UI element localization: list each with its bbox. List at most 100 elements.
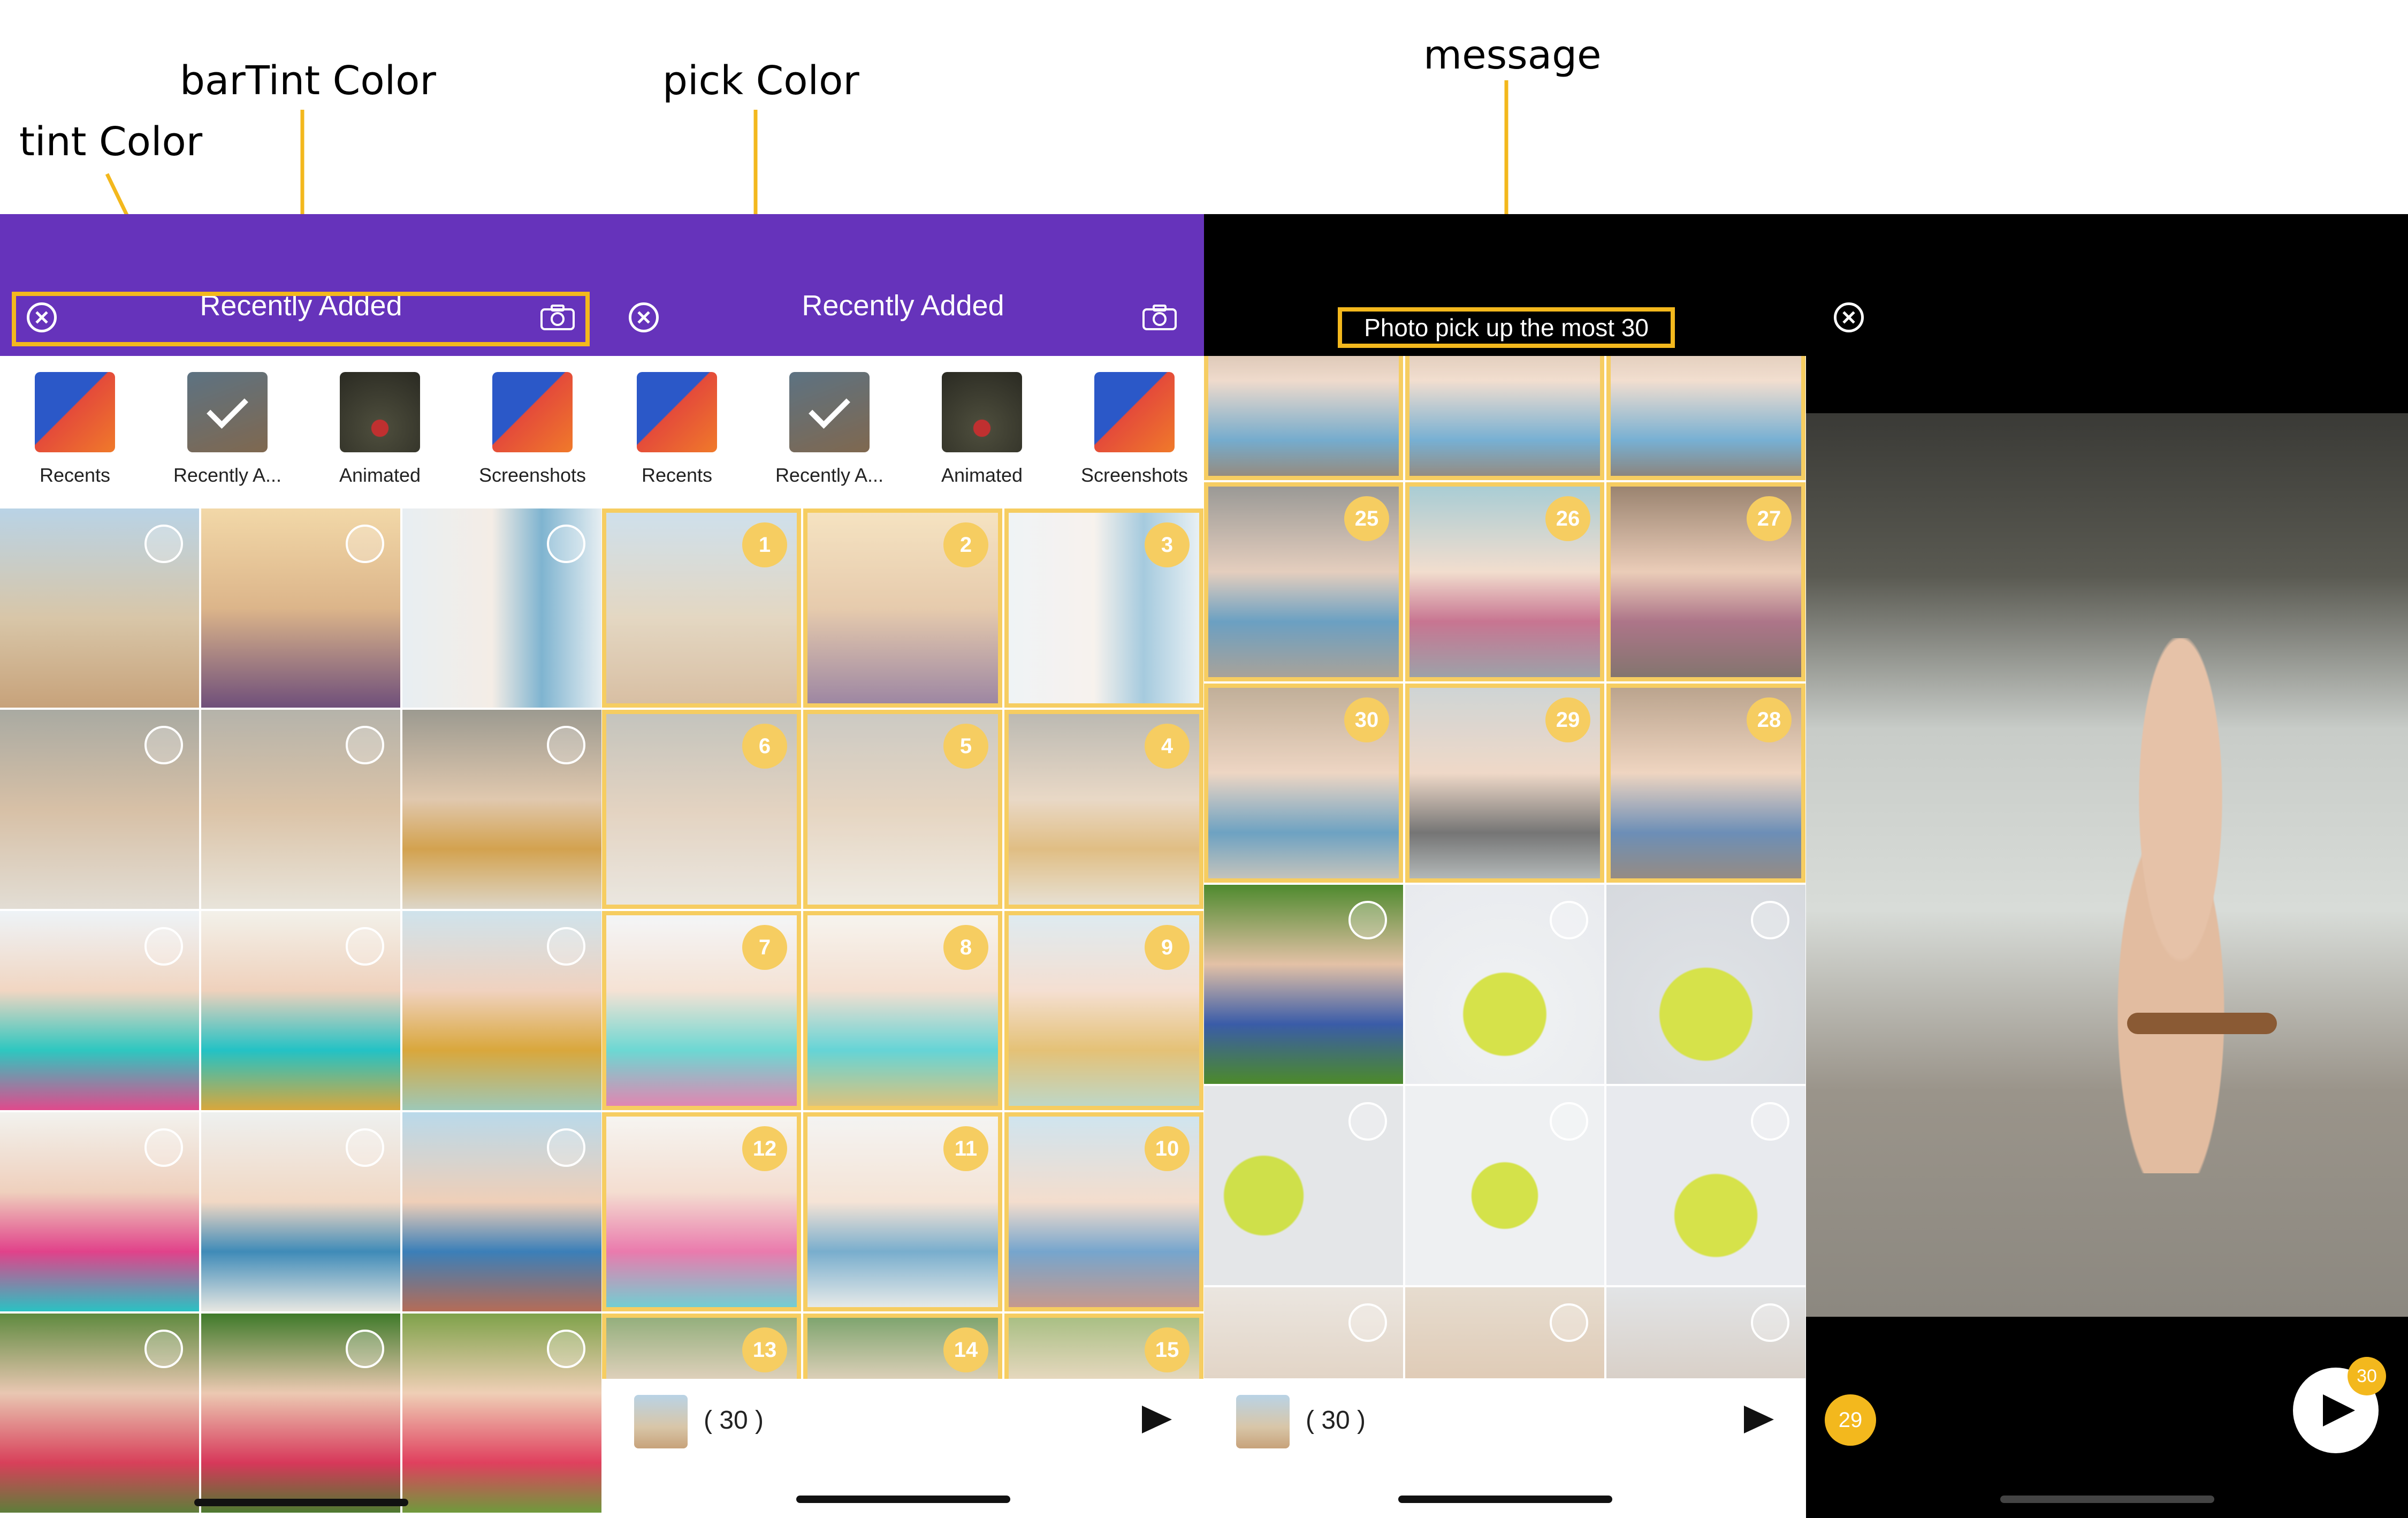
album-recents[interactable]: Recents: [16, 372, 134, 487]
photo-cell[interactable]: [1606, 1086, 1805, 1285]
photo-cell[interactable]: [402, 508, 601, 708]
select-circle-icon[interactable]: [1348, 901, 1387, 939]
close-icon[interactable]: [1834, 302, 1864, 332]
select-circle-icon[interactable]: [346, 525, 384, 563]
photo-cell[interactable]: [1606, 1287, 1805, 1378]
photo-cell[interactable]: 12: [602, 1112, 801, 1311]
photo-cell[interactable]: 3: [1004, 508, 1203, 708]
photo-cell[interactable]: 26: [1405, 482, 1604, 681]
photo-cell[interactable]: [0, 710, 199, 909]
photo-cell[interactable]: [201, 710, 400, 909]
photo-cell[interactable]: [1405, 1086, 1604, 1285]
photo-cell[interactable]: [201, 1314, 400, 1513]
selection-badge[interactable]: 6: [742, 724, 787, 769]
selection-badge[interactable]: 8: [943, 925, 988, 970]
selection-badge[interactable]: 26: [1545, 496, 1590, 541]
photo-cell[interactable]: [201, 1112, 400, 1311]
select-circle-icon[interactable]: [547, 726, 585, 764]
photo-cell[interactable]: [402, 911, 601, 1110]
select-circle-icon[interactable]: [144, 525, 183, 563]
selection-badge[interactable]: 29: [1545, 697, 1590, 742]
photo-cell[interactable]: [0, 911, 199, 1110]
photo-cell[interactable]: 9: [1004, 911, 1203, 1110]
send-button[interactable]: 30: [2293, 1357, 2386, 1453]
send-icon[interactable]: [1744, 1406, 1774, 1433]
selection-badge[interactable]: 15: [1145, 1327, 1190, 1372]
camera-icon[interactable]: [1142, 304, 1177, 331]
photo-cell[interactable]: 10: [1004, 1112, 1203, 1311]
photo-cell[interactable]: [1606, 356, 1805, 480]
album-recently-added[interactable]: Recently A...: [169, 372, 286, 487]
photo-cell[interactable]: 6: [602, 710, 801, 909]
photo-cell[interactable]: [1204, 1086, 1403, 1285]
nav-title[interactable]: Recently Added: [802, 290, 1004, 322]
select-circle-icon[interactable]: [1751, 901, 1789, 939]
select-circle-icon[interactable]: [144, 927, 183, 966]
select-circle-icon[interactable]: [346, 1330, 384, 1368]
selection-badge[interactable]: 25: [1344, 496, 1389, 541]
album-recently-added[interactable]: Recently A...: [771, 372, 888, 487]
photo-cell[interactable]: [1405, 885, 1604, 1084]
close-icon[interactable]: [27, 302, 57, 332]
photo-cell[interactable]: 8: [803, 911, 1002, 1110]
photo-cell[interactable]: 11: [803, 1112, 1002, 1311]
photo-cell[interactable]: [1606, 885, 1805, 1084]
photo-cell[interactable]: [1405, 356, 1604, 480]
photo-cell[interactable]: [201, 508, 400, 708]
select-circle-icon[interactable]: [1550, 1102, 1588, 1141]
selection-badge[interactable]: 9: [1145, 925, 1190, 970]
photo-cell[interactable]: [1204, 1287, 1403, 1378]
select-circle-icon[interactable]: [144, 1330, 183, 1368]
photo-cell[interactable]: [1204, 356, 1403, 480]
selection-badge[interactable]: 27: [1747, 496, 1792, 541]
photo-cell[interactable]: [402, 710, 601, 909]
selection-badge[interactable]: 11: [943, 1126, 988, 1171]
photo-cell[interactable]: 7: [602, 911, 801, 1110]
photo-cell[interactable]: 1: [602, 508, 801, 708]
selection-badge[interactable]: 30: [1344, 697, 1389, 742]
photo-cell[interactable]: 28: [1606, 684, 1805, 883]
album-animated[interactable]: Animated: [923, 372, 1041, 487]
select-circle-icon[interactable]: [547, 1128, 585, 1167]
photo-cell[interactable]: [0, 1314, 199, 1513]
selection-badge[interactable]: 4: [1145, 724, 1190, 769]
selection-badge[interactable]: 28: [1747, 697, 1792, 742]
select-circle-icon[interactable]: [1348, 1303, 1387, 1342]
selection-badge[interactable]: 14: [943, 1327, 988, 1372]
select-circle-icon[interactable]: [144, 1128, 183, 1167]
selection-badge[interactable]: 2: [943, 522, 988, 567]
photo-cell[interactable]: 14: [803, 1314, 1002, 1386]
close-icon[interactable]: [629, 302, 659, 332]
photo-cell[interactable]: 29: [1405, 684, 1604, 883]
photo-cell[interactable]: [0, 508, 199, 708]
select-circle-icon[interactable]: [346, 1128, 384, 1167]
select-circle-icon[interactable]: [1550, 1303, 1588, 1342]
send-icon[interactable]: [1142, 1406, 1172, 1433]
select-circle-icon[interactable]: [547, 927, 585, 966]
photo-cell[interactable]: 15: [1004, 1314, 1203, 1386]
selection-badge[interactable]: 12: [742, 1126, 787, 1171]
selection-badge[interactable]: 3: [1145, 522, 1190, 567]
photo-cell[interactable]: 27: [1606, 482, 1805, 681]
selection-badge[interactable]: 13: [742, 1327, 787, 1372]
selected-preview-thumb[interactable]: [1236, 1395, 1290, 1448]
select-circle-icon[interactable]: [346, 726, 384, 764]
photo-cell[interactable]: [402, 1314, 601, 1513]
photo-cell[interactable]: 13: [602, 1314, 801, 1386]
album-animated[interactable]: Animated: [321, 372, 439, 487]
select-circle-icon[interactable]: [1348, 1102, 1387, 1141]
select-circle-icon[interactable]: [1751, 1102, 1789, 1141]
photo-cell[interactable]: [201, 911, 400, 1110]
photo-cell[interactable]: [402, 1112, 601, 1311]
select-circle-icon[interactable]: [547, 1330, 585, 1368]
photo-cell[interactable]: [1204, 885, 1403, 1084]
selection-badge[interactable]: 7: [742, 925, 787, 970]
select-circle-icon[interactable]: [346, 927, 384, 966]
album-screenshots[interactable]: Screenshots: [1076, 372, 1193, 487]
photo-cell[interactable]: [0, 1112, 199, 1311]
selection-badge[interactable]: 1: [742, 522, 787, 567]
select-circle-icon[interactable]: [1550, 901, 1588, 939]
selection-badge[interactable]: 5: [943, 724, 988, 769]
photo-cell[interactable]: 30: [1204, 684, 1403, 883]
selection-badge[interactable]: 10: [1145, 1126, 1190, 1171]
